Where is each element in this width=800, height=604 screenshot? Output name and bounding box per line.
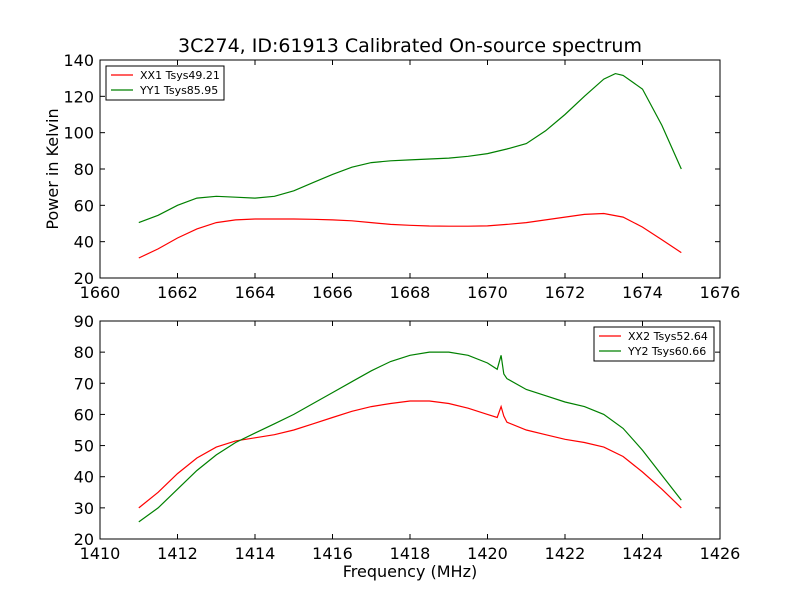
bottom-panel: 1410 1412 1414 1416 1418 1420 1422 1424 1426 20 30… xyxy=(74,312,741,581)
y-tick-label: 20 xyxy=(74,530,94,549)
series-line-xx2 xyxy=(138,400,682,509)
y-tick-label: 70 xyxy=(74,374,94,393)
x-tick-label: 1412 xyxy=(157,544,198,563)
x-tick-label: 1416 xyxy=(312,544,353,563)
x-tick-label: 1410 xyxy=(80,544,121,563)
x-tick-label: 1666 xyxy=(312,283,353,302)
top-panel: 1660 1662 1664 1666 1668 1670 1672 1674 1676 20 40… xyxy=(43,51,740,302)
x-tick-label: 1418 xyxy=(390,544,431,563)
y-tick-label: 140 xyxy=(63,51,94,70)
x-tick-label: 1674 xyxy=(622,283,663,302)
y-tick-label: 50 xyxy=(74,437,94,456)
x-tick-label: 1424 xyxy=(622,544,663,563)
series-line-yy1 xyxy=(138,72,682,224)
x-axis-label: Frequency (MHz) xyxy=(343,562,477,581)
legend-entry: XX1 Tsys49.21 xyxy=(140,69,220,82)
x-tick-label: 1676 xyxy=(700,283,741,302)
legend-entry: XX2 Tsys52.64 xyxy=(628,330,708,343)
x-tick-label: 1668 xyxy=(390,283,431,302)
legend-entry: YY1 Tsys85.95 xyxy=(139,84,218,97)
x-tick-label: 1662 xyxy=(157,283,198,302)
x-tick-label: 1426 xyxy=(700,544,741,563)
x-tick-label: 1660 xyxy=(80,283,121,302)
y-tick-label: 40 xyxy=(74,468,94,487)
y-tick-label: 100 xyxy=(63,124,94,143)
legend-box xyxy=(105,65,225,101)
chart-title: 3C274, ID:61913 Calibrated On-source spe… xyxy=(178,35,642,57)
series-line-xx1 xyxy=(138,212,682,259)
y-tick-label: 20 xyxy=(74,269,94,288)
x-tick-label: 1422 xyxy=(545,544,586,563)
y-tick-label: 60 xyxy=(74,405,94,424)
legend-entry: YY2 Tsys60.66 xyxy=(627,345,706,358)
x-tick-label: 1670 xyxy=(467,283,508,302)
legend-box xyxy=(593,326,715,362)
x-tick-label: 1664 xyxy=(235,283,276,302)
x-tick-label: 1420 xyxy=(467,544,508,563)
y-tick-label: 60 xyxy=(74,196,94,215)
y-axis-label: Power in Kelvin xyxy=(43,108,62,229)
y-tick-label: 90 xyxy=(74,312,94,331)
x-tick-label: 1414 xyxy=(235,544,276,563)
series-line-yy2 xyxy=(138,351,682,523)
y-tick-label: 30 xyxy=(74,499,94,518)
y-tick-label: 80 xyxy=(74,160,94,179)
y-tick-label: 120 xyxy=(63,87,94,106)
y-tick-label: 40 xyxy=(74,233,94,252)
y-tick-label: 80 xyxy=(74,343,94,362)
x-tick-label: 1672 xyxy=(545,283,586,302)
